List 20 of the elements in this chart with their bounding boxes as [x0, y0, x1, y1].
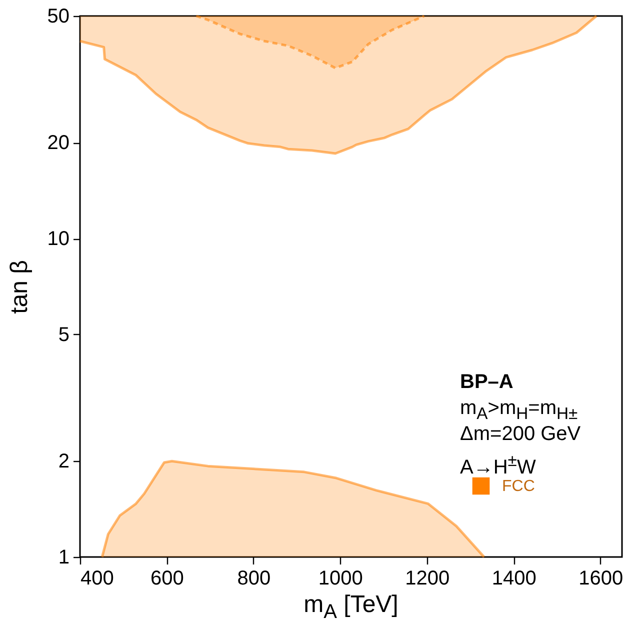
x-tick-label: 800 [237, 568, 271, 590]
x-axis-title: m$_{A}$ [TeV] [304, 591, 398, 623]
legend-label: FCC [502, 478, 535, 495]
x-tick-label: 400 [80, 568, 114, 590]
annotation: BP–A [460, 371, 514, 393]
annotation: A→H$^{±}$W [460, 451, 536, 479]
annotation: Δm=200 GeV [460, 423, 581, 445]
y-tick-label: 20 [47, 132, 70, 154]
y-tick-label: 50 [47, 6, 70, 28]
y-tick-label: 5 [58, 324, 70, 346]
y-tick-label: 2 [58, 450, 70, 473]
x-tick-label: 1200 [405, 568, 450, 590]
x-tick-label: 600 [150, 568, 184, 590]
y-tick-label: 1 [58, 546, 70, 568]
y-axis-title: tan β [6, 260, 33, 314]
y-tick-label: 10 [47, 228, 70, 250]
x-tick-label: 1000 [318, 568, 363, 590]
x-tick-label: 1400 [492, 568, 536, 590]
x-tick-label: 1600 [578, 568, 624, 590]
annotation: m$_{A}$>m$_{H}$=m$_{H±}$ [460, 397, 578, 423]
